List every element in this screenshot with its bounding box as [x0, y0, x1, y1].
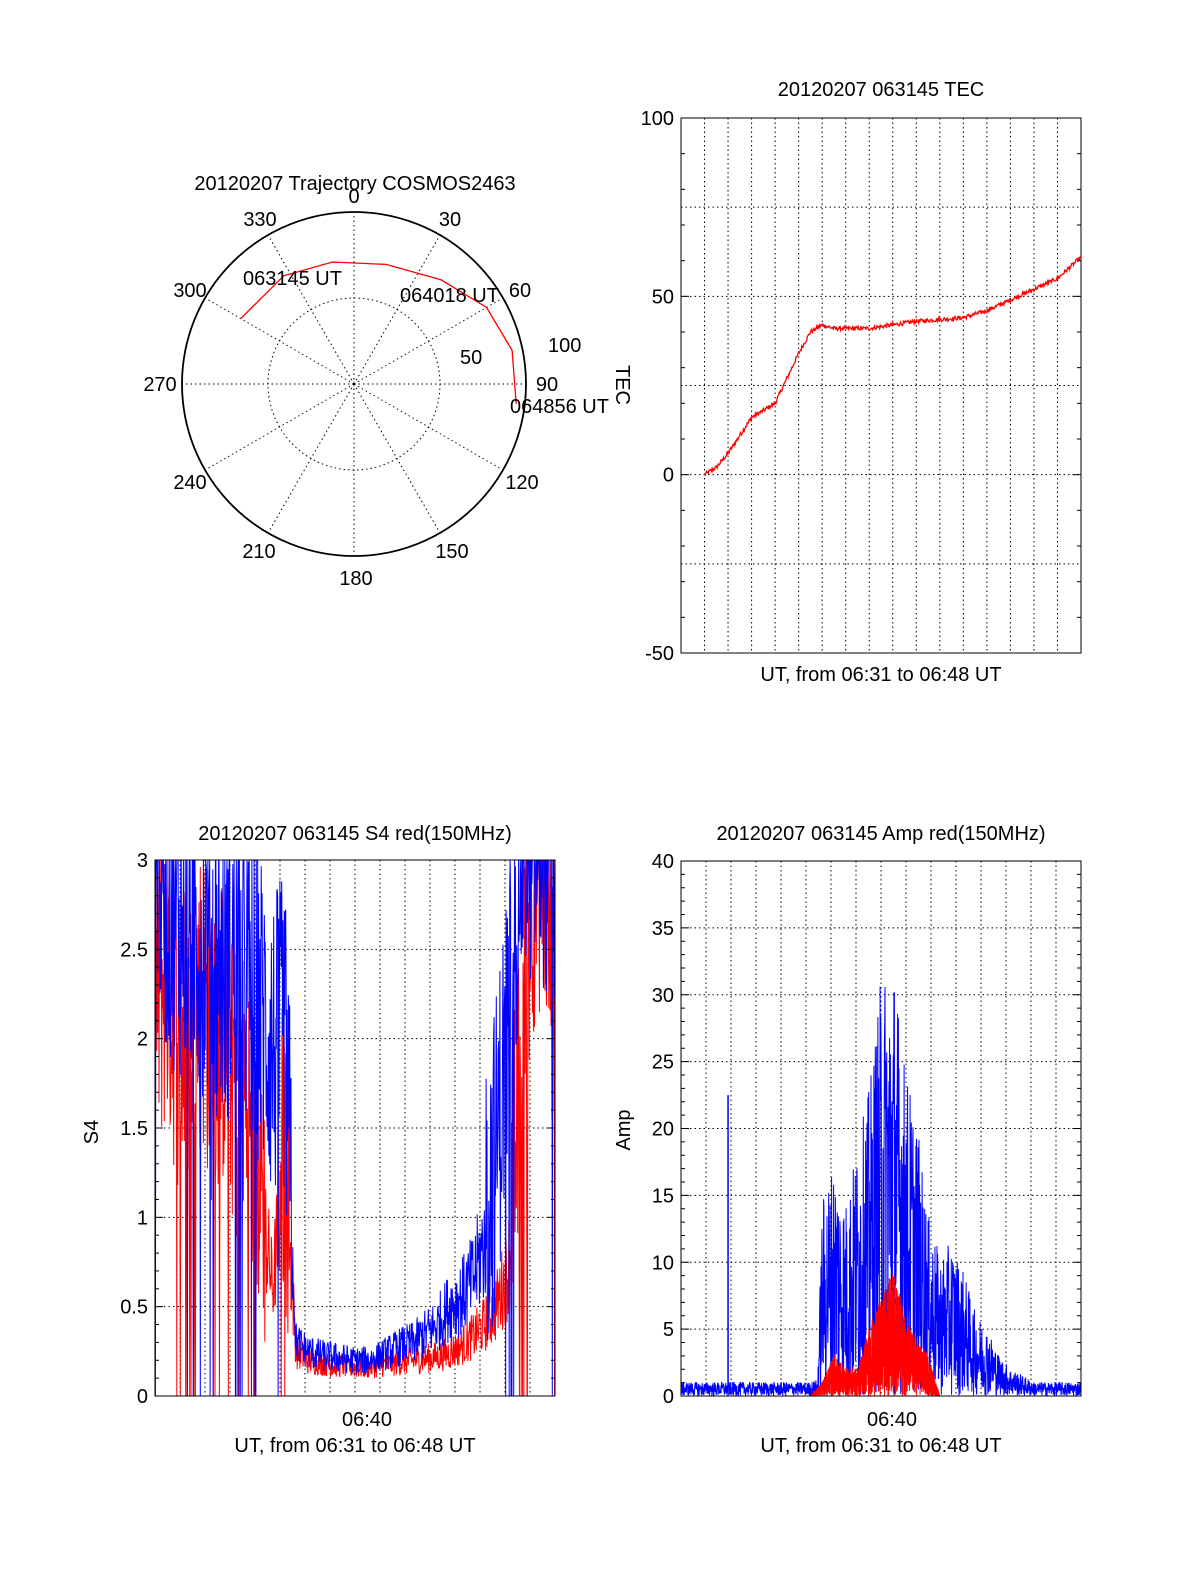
polar-azimuth-label: 120: [505, 472, 538, 494]
amp-xlabel: UT, from 06:31 to 06:48 UT: [760, 1435, 1001, 1457]
polar-spoke: [353, 234, 441, 385]
polar-azimuth-label: 330: [243, 209, 276, 231]
polar-time-mid: 064018 UT: [400, 285, 499, 307]
polar-trajectory-line: [240, 261, 517, 404]
polar-time-start: 063145 UT: [243, 268, 342, 290]
polar-grid: [181, 211, 527, 557]
amp-ytick-label: 30: [652, 985, 674, 1007]
polar-azimuth-label: 270: [143, 374, 176, 396]
s4-series-blue: [154, 859, 556, 1397]
amp-y-axis: 0 5 10 15 20 25 30 35 40: [652, 851, 1081, 1408]
polar-azimuth-label: 180: [339, 568, 372, 590]
amp-ytick-label: 5: [663, 1319, 674, 1341]
polar-azimuth-label: 90: [536, 374, 558, 396]
s4-xtick-label: 06:40: [342, 1409, 392, 1431]
tec-plot-frame: [680, 117, 1082, 654]
amp-panel: 20120207 063145 Amp red(150MHz) 0 5 10 15 20…: [613, 823, 1082, 1457]
amp-ytick-label: 40: [652, 851, 674, 873]
s4-ylabel: S4: [81, 1120, 103, 1144]
tec-xlabel: UT, from 06:31 to 06:48 UT: [760, 664, 1001, 686]
polar-spoke: [353, 383, 504, 471]
s4-ytick-label: 2.5: [120, 939, 148, 961]
polar-azimuth-label: 150: [435, 541, 468, 563]
tec-ytick-label: 50: [652, 286, 674, 308]
amp-ytick-label: 25: [652, 1052, 674, 1074]
polar-azimuth-label: 60: [509, 280, 531, 302]
polar-spoke: [204, 383, 355, 471]
polar-ring-label-100: 100: [548, 335, 581, 357]
polar-ring-label-50: 50: [460, 347, 482, 369]
polar-azimuth-label: 30: [439, 209, 461, 231]
polar-spoke: [353, 383, 441, 534]
amp-title: 20120207 063145 Amp red(150MHz): [716, 823, 1045, 845]
s4-ytick-label: 0.5: [120, 1297, 148, 1319]
polar-spoke: [267, 234, 355, 385]
polar-panel: 20120207 Trajectory COSMOS2463 0 30 60 90 12…: [143, 173, 633, 590]
tec-title: 20120207 063145 TEC: [778, 79, 984, 101]
amp-ytick-label: 15: [652, 1185, 674, 1207]
s4-title: 20120207 063145 S4 red(150MHz): [198, 823, 512, 845]
s4-ytick-label: 1.5: [120, 1118, 148, 1140]
polar-azimuth-label: 0: [348, 186, 359, 208]
polar-azimuth-labels: 0 30 60 90 120 150 180 210 240 270 300 330: [143, 186, 558, 590]
s4-ytick-label: 0: [137, 1386, 148, 1408]
polar-spoke: [267, 383, 355, 534]
polar-time-end: 064856 UT: [510, 396, 609, 418]
tec-ytick-label: 0: [663, 465, 674, 487]
polar-spoke: [204, 297, 355, 385]
s4-y-axis: 0 0.5 1 1.5 2 2.5 3: [120, 850, 555, 1408]
amp-xtick-label: 06:40: [867, 1409, 917, 1431]
tec-panel: 20120207 063145 TEC -50 0 50 100 UT, from 0…: [641, 79, 1082, 686]
amp-ytick-label: 35: [652, 918, 674, 940]
tec-y-axis: -50 0 50 100: [641, 108, 1081, 665]
amp-ylabel: Amp: [613, 1109, 635, 1150]
s4-ytick-label: 3: [137, 850, 148, 872]
amp-series-red: [810, 1274, 941, 1398]
amp-series-blue: [680, 986, 1082, 1397]
tec-ytick-label: 100: [641, 108, 674, 130]
amp-ytick-label: 0: [663, 1386, 674, 1408]
amp-ytick-label: 10: [652, 1252, 674, 1274]
s4-ytick-label: 2: [137, 1029, 148, 1051]
tec-grid: [681, 118, 1081, 653]
tec-series-line: [703, 255, 1082, 477]
polar-spoke: [353, 297, 504, 385]
polar-title: 20120207 Trajectory COSMOS2463: [194, 173, 515, 195]
polar-azimuth-label: 300: [173, 280, 206, 302]
tec-ytick-label: -50: [645, 643, 674, 665]
polar-azimuth-label: 240: [173, 472, 206, 494]
polar-azimuth-label: 210: [242, 541, 275, 563]
amp-ytick-label: 20: [652, 1119, 674, 1141]
s4-ytick-label: 1: [137, 1207, 148, 1229]
s4-series: [154, 859, 556, 1397]
polar-tec-label: TEC: [611, 365, 633, 405]
s4-panel: 20120207 063145 S4 red(150MHz) 0 0.5 1 1.5 2…: [81, 823, 556, 1457]
amp-series: [680, 986, 1082, 1398]
s4-xlabel: UT, from 06:31 to 06:48 UT: [234, 1435, 475, 1457]
